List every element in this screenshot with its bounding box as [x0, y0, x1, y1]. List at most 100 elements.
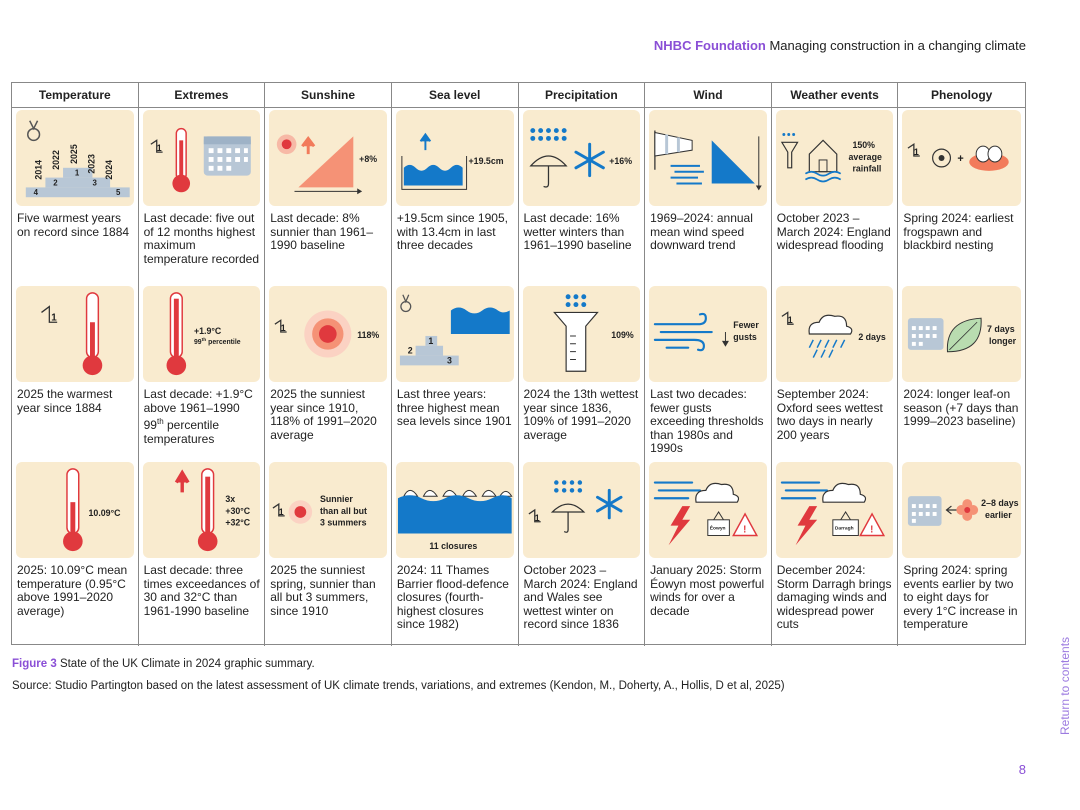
caption: Last decade: +1.9°C above 1961–1990 99th… [143, 387, 253, 446]
caption: Last decade: five out of 12 months highe… [143, 211, 260, 266]
value-label: +8% [359, 154, 377, 164]
flag-icon [41, 305, 58, 323]
rank-label: 1 [156, 143, 161, 153]
cell-r2-extremes: +1.9°C 99th percentile Last decade: +1.9… [139, 284, 266, 460]
caption: 2025: 10.09°C mean temperature (0.95°C a… [17, 563, 128, 618]
svg-text:!: ! [743, 525, 746, 536]
return-to-contents-link[interactable]: Return to contents [1058, 636, 1072, 735]
value-label: +1.9°C [194, 326, 222, 336]
cell-r3-wind: Éowyn ! January 2025: Storm Éowyn most p… [645, 460, 772, 646]
col-head-phenology: Phenology [898, 83, 1025, 108]
wind-icon [653, 312, 713, 352]
thermometer-graphic: 1 [16, 286, 134, 382]
wind-icon [780, 481, 828, 500]
leaf-icon [947, 317, 982, 353]
calendar-flower-graphic: 2–8 days earlier [902, 462, 1021, 558]
col-head-sunshine: Sunshine [265, 83, 392, 108]
sun-icon [277, 134, 297, 155]
flag-icon [150, 139, 163, 153]
value-label: 11 closures [429, 541, 477, 551]
cell-r2-sunshine: 1 118% 2025 the sunniest year since 1910… [265, 284, 392, 460]
cloud-icon [821, 482, 866, 503]
cell-r3-extremes: 3x +30°C +32°C Last decade: three times … [139, 460, 266, 646]
value-label: average [848, 152, 881, 162]
rank-label: 2 [408, 346, 413, 356]
caption: Last decade: 16% wetter winters than 196… [523, 211, 632, 252]
rank-label: 1 [51, 312, 57, 323]
page-number: 8 [1018, 762, 1026, 777]
value-label: +19.5cm [468, 156, 503, 166]
value-label: earlier [985, 510, 1012, 520]
cell-r1-wind: 1969–2024: annual mean wind speed downwa… [645, 108, 772, 284]
value-label: 2–8 days [981, 498, 1019, 508]
cell-r1-phenology: 1 + Spring 2024: earliest frogspawn and … [898, 108, 1025, 284]
cell-r3-precipitation: 1 October 2023 – March 2024: England and… [519, 460, 646, 646]
up-arrow-icon [301, 135, 316, 155]
thames-barrier-graphic: 11 closures [395, 462, 514, 558]
cell-r3-weather-events: Darragh ! December 2024: Storm Darragh b… [772, 460, 899, 646]
storm-darragh-graphic: Darragh ! [775, 462, 894, 558]
value-label: rainfall [852, 164, 881, 174]
col-head-weather-events: Weather events [771, 83, 899, 108]
rank-label: 1 [534, 513, 539, 523]
waves-icon [804, 170, 841, 183]
caption: 2025 the warmest year since 1884 [17, 387, 113, 415]
cell-r1-sunshine: +8% Last decade: 8% sunnier than 1961–19… [265, 108, 392, 284]
calendar-icon [908, 318, 944, 350]
cell-r1-sea-level: +19.5cm +19.5cm since 1905, with 13.4cm … [392, 108, 519, 284]
thermometer-calendar-graphic: 1 [142, 110, 261, 206]
cell-r3-phenology: 2–8 days earlier Spring 2024: spring eve… [898, 460, 1025, 646]
value-label: 109% [611, 330, 634, 340]
medal-icon [400, 294, 412, 313]
storm-tag: Éowyn [710, 524, 726, 532]
cell-r1-weather-events: 150% average rainfall October 2023 – Mar… [772, 108, 899, 284]
cell-r1-temperature: 2014 2022 2025 2023 2024 4 2 1 3 5 Five … [12, 108, 139, 284]
rain-gauge-icon [552, 311, 599, 372]
storm-eowyn-graphic: Éowyn ! [649, 462, 767, 558]
sun-icon [288, 500, 313, 524]
rank-label: 1 [75, 169, 80, 178]
value-label: than all but [320, 506, 367, 516]
thermometer-icon [172, 127, 190, 193]
caption: Last decade: 8% sunnier than 1961–1990 b… [270, 211, 373, 252]
year-label: 2024 [104, 160, 114, 180]
caption: +19.5cm since 1905, with 13.4cm in last … [396, 211, 508, 252]
climate-summary-grid: Temperature Extremes Sunshine Sea level … [11, 82, 1026, 646]
lightning-icon [795, 506, 817, 546]
left-arrow-icon [945, 505, 958, 515]
cell-r2-weather-events: 1 2 days September 2024: Oxford sees wet… [772, 284, 899, 460]
frogspawn-icon [932, 148, 952, 168]
rain-gauge-graphic: 109% [522, 286, 641, 382]
thermometer-graphic: 10.09°C [16, 462, 134, 558]
value-label: gusts [733, 332, 757, 342]
umbrella-snowflake-graphic: 1 [522, 462, 641, 558]
umbrella-snowflake-graphic: +16% [522, 110, 641, 206]
thermometer-icon [63, 468, 83, 552]
thermometer-icon [166, 292, 186, 376]
col-head-temperature: Temperature [12, 83, 139, 108]
cell-r2-wind: Fewer gusts Last two decades: fewer gust… [645, 284, 772, 460]
value-sublabel: 99th percentile [194, 337, 241, 346]
sun-graphic: 1 Sunnier than all but 3 summers [269, 462, 387, 558]
rank-label: 4 [34, 188, 39, 197]
figure-text: State of the UK Climate in 2024 graphic … [59, 658, 315, 670]
value-label: Sunnier [320, 494, 353, 504]
value-label: 3x [225, 494, 235, 504]
header-title: Managing construction in a changing clim… [769, 38, 1026, 53]
sign-icon [707, 511, 730, 536]
value-label: +16% [609, 156, 632, 166]
flag-icon [274, 319, 287, 333]
rank-label: 1 [281, 323, 286, 333]
value-label: +32°C [225, 518, 250, 528]
header-brand: NHBC Foundation [653, 38, 766, 53]
rain-gauge-icon [780, 141, 799, 169]
raindrops-icon [782, 133, 795, 136]
rain-cloud-graphic: 1 2 days [775, 286, 894, 382]
page-header: NHBC Foundation Managing construction in… [654, 38, 1026, 53]
caption: Last decade: three times exceedances of … [143, 563, 260, 618]
caption: December 2024: Storm Darragh brings dama… [776, 563, 892, 631]
cell-r3-sunshine: 1 Sunnier than all but 3 summers 2025 th… [265, 460, 392, 646]
cell-r2-precipitation: 109% 2024 the 13th wettest year since 18… [519, 284, 646, 460]
up-arrow-icon [419, 132, 431, 151]
value-label: 150% [852, 140, 875, 150]
